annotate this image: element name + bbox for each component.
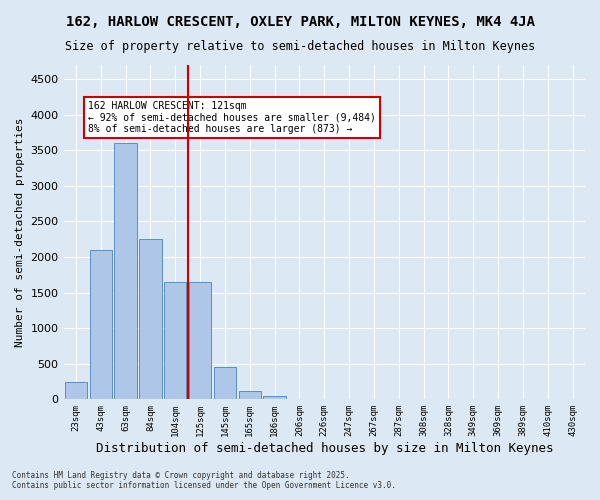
Bar: [65, 382, 87, 400]
Bar: [139, 240, 161, 400]
Bar: [164, 282, 187, 400]
Text: Contains HM Land Registry data © Crown copyright and database right 2025.
Contai: Contains HM Land Registry data © Crown c…: [12, 470, 396, 490]
Bar: [115, 143, 137, 400]
Bar: [288, 398, 311, 400]
Bar: [239, 391, 261, 400]
Bar: [214, 368, 236, 400]
Text: 162, HARLOW CRESCENT, OXLEY PARK, MILTON KEYNES, MK4 4JA: 162, HARLOW CRESCENT, OXLEY PARK, MILTON…: [65, 15, 535, 29]
Bar: [263, 396, 286, 400]
Text: Size of property relative to semi-detached houses in Milton Keynes: Size of property relative to semi-detach…: [65, 40, 535, 53]
X-axis label: Distribution of semi-detached houses by size in Milton Keynes: Distribution of semi-detached houses by …: [95, 442, 553, 455]
Text: 162 HARLOW CRESCENT: 121sqm
← 92% of semi-detached houses are smaller (9,484)
8%: 162 HARLOW CRESCENT: 121sqm ← 92% of sem…: [88, 100, 376, 134]
Bar: [189, 282, 211, 400]
Bar: [89, 250, 112, 400]
Y-axis label: Number of semi-detached properties: Number of semi-detached properties: [15, 118, 25, 347]
